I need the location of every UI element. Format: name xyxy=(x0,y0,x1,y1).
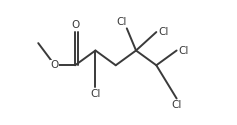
Text: Cl: Cl xyxy=(90,89,101,99)
Text: Cl: Cl xyxy=(171,100,182,110)
Text: O: O xyxy=(71,20,79,30)
Text: Cl: Cl xyxy=(116,16,127,26)
Text: Cl: Cl xyxy=(178,46,189,56)
Text: O: O xyxy=(51,60,59,70)
Text: Cl: Cl xyxy=(158,27,169,37)
